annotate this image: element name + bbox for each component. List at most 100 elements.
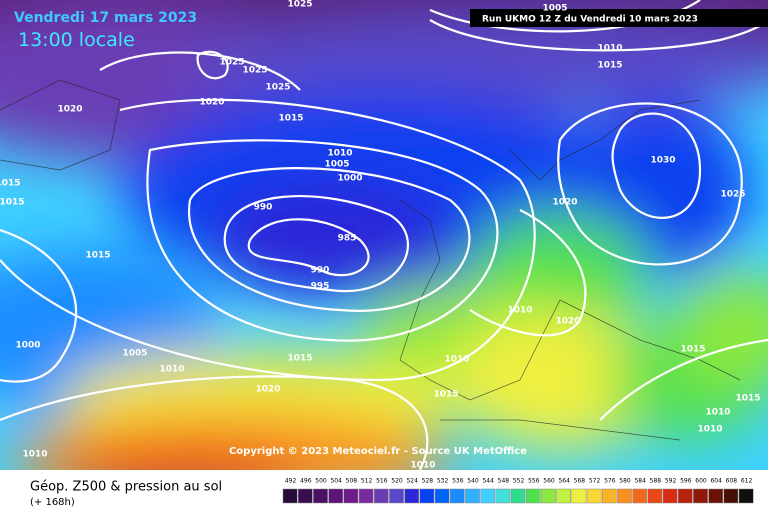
isobar-label: 1015 <box>680 345 705 355</box>
legend-swatch <box>373 488 389 504</box>
legend-swatch <box>328 488 344 504</box>
legend-label: 528 <box>422 478 434 485</box>
legend-label: 592 <box>665 478 677 485</box>
isobar-label: 1030 <box>650 156 675 166</box>
isobar-label: 985 <box>338 234 357 244</box>
isobar-label: 1005 <box>122 349 147 359</box>
legend-label: 608 <box>726 478 738 485</box>
legend-label: 524 <box>406 478 418 485</box>
isobar-label: 1015 <box>287 354 312 364</box>
legend-label: 604 <box>710 478 722 485</box>
legend-label: 508 <box>346 478 358 485</box>
legend-label: 584 <box>634 478 646 485</box>
legend-swatch <box>541 488 556 504</box>
legend-swatch <box>662 488 678 504</box>
legend-swatch <box>738 488 754 504</box>
isobar-label: 1025 <box>287 0 312 10</box>
isobar-label: 1020 <box>555 317 580 327</box>
legend-label: 556 <box>528 478 540 485</box>
legend-label: 496 <box>300 478 312 485</box>
legend-swatch <box>693 488 708 504</box>
legend-label: 596 <box>680 478 692 485</box>
isobar-label: 1020 <box>255 385 280 395</box>
isobar-label: 1005 <box>542 4 567 14</box>
legend-label: 520 <box>391 478 403 485</box>
legend-swatch <box>465 488 480 504</box>
legend-label: 552 <box>513 478 525 485</box>
copyright: Copyright © 2023 Meteociel.fr - Source U… <box>229 446 527 457</box>
legend-swatch <box>617 488 632 504</box>
isobar-label: 990 <box>311 266 330 276</box>
legend-swatch <box>297 488 313 504</box>
legend-label: 492 <box>285 478 297 485</box>
isobar-label: 1025 <box>265 83 290 93</box>
footer-lead: (+ 168h) <box>30 497 75 508</box>
legend-swatch <box>389 488 404 504</box>
run-label: Run UKMO 12 Z du Vendredi 10 mars 2023 <box>482 15 698 25</box>
footer-title: Géop. Z500 & pression au sol <box>30 480 222 495</box>
legend-label: 500 <box>315 478 327 485</box>
legend-swatch <box>723 488 739 504</box>
legend-label: 612 <box>741 478 753 485</box>
legend-label: 576 <box>604 478 616 485</box>
title: Vendredi 17 mars 2023 <box>14 10 197 26</box>
isobar-label: 995 <box>311 282 330 292</box>
legend-label: 600 <box>695 478 707 485</box>
isobar-label: 1020 <box>199 98 224 108</box>
legend-label: 568 <box>574 478 586 485</box>
isobar-label: 1000 <box>337 174 362 184</box>
isobar-label: 1015 <box>278 114 303 124</box>
isobar-label: 1010 <box>159 365 184 375</box>
isobar-label: 1015 <box>0 179 21 189</box>
legend-swatch <box>358 488 374 504</box>
legend-swatch <box>313 488 328 504</box>
legend-swatch <box>647 488 663 504</box>
legend: 492 496 500 504 508 512 516 520 524 528 532 536 540 5… <box>282 478 754 504</box>
legend-label: 544 <box>482 478 494 485</box>
legend-swatch <box>419 488 435 504</box>
legend-label: 512 <box>361 478 373 485</box>
isobar-label: 1025 <box>242 66 267 76</box>
isobar-label: 1015 <box>0 198 25 208</box>
isobar-label: 990 <box>254 203 273 213</box>
isobar-label: 1015 <box>85 251 110 261</box>
isobar-label: 1010 <box>22 450 47 460</box>
legend-swatch <box>586 488 602 504</box>
legend-label: 572 <box>589 478 601 485</box>
legend-label: 536 <box>452 478 464 485</box>
isobar-labels: 1025 1005 1010 1015 1025 1025 1025 1020 … <box>0 0 761 471</box>
isobar-label: 1015 <box>433 390 458 400</box>
legend-swatch <box>449 488 465 504</box>
isobar-label: 1010 <box>507 306 532 316</box>
legend-swatch <box>510 488 526 504</box>
isobar-label: 1020 <box>57 105 82 115</box>
legend-label: 540 <box>467 478 479 485</box>
legend-swatch <box>495 488 511 504</box>
legend-swatch <box>556 488 572 504</box>
isobar-label: 1000 <box>15 341 40 351</box>
legend-swatch <box>525 488 541 504</box>
legend-label: 588 <box>650 478 662 485</box>
time-label: 13:00 locale <box>18 29 135 51</box>
run-box <box>470 9 768 27</box>
legend-swatch <box>434 488 450 504</box>
isobar-label: 1025 <box>720 190 745 200</box>
legend-label: 532 <box>437 478 449 485</box>
isobar-label: 1025 <box>219 58 244 68</box>
legend-swatch <box>571 488 587 504</box>
isobar-label: 1005 <box>324 160 349 170</box>
isobar-label: 1010 <box>410 461 435 471</box>
legend-label: 560 <box>543 478 555 485</box>
legend-swatch <box>708 488 724 504</box>
isobar-label: 1015 <box>597 61 622 71</box>
isobar-label: 1010 <box>597 44 622 54</box>
legend-swatch <box>632 488 648 504</box>
legend-swatch <box>282 488 298 504</box>
legend-swatch <box>343 488 359 504</box>
legend-swatch <box>404 488 420 504</box>
legend-label: 548 <box>498 478 510 485</box>
legend-swatch <box>480 488 496 504</box>
isobar-label: 1020 <box>552 198 577 208</box>
